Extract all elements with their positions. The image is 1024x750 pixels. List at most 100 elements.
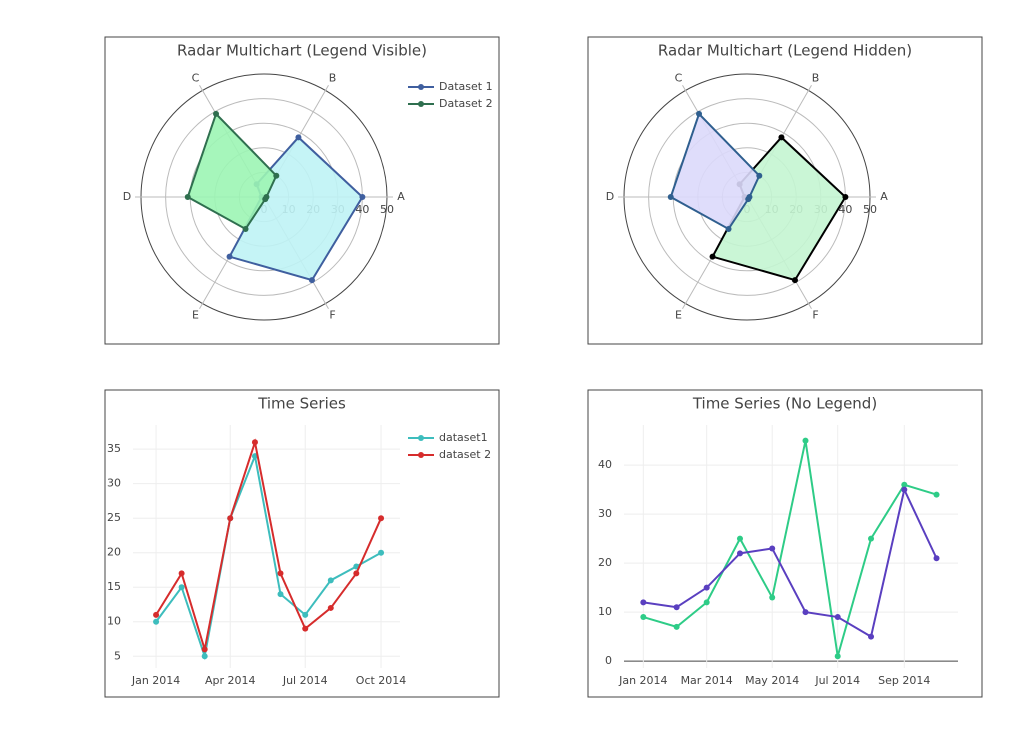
chart-title: Radar Multichart (Legend Hidden) <box>658 42 912 60</box>
category-label: B <box>812 71 820 84</box>
legend-marker <box>418 435 424 441</box>
x-tick-label: Jul 2014 <box>814 674 860 687</box>
radar-point <box>756 172 763 179</box>
radar-point <box>745 196 752 203</box>
y-tick-label: 0 <box>605 654 612 667</box>
series-point <box>933 491 940 498</box>
radar-point <box>725 225 732 232</box>
series-point <box>802 437 809 444</box>
radar-point <box>709 253 716 260</box>
series-point <box>673 604 680 611</box>
series-point <box>277 591 284 598</box>
category-label: C <box>675 71 683 84</box>
series-point <box>769 594 776 601</box>
x-tick-label: Mar 2014 <box>681 674 733 687</box>
r-tick-label: 50 <box>380 203 394 216</box>
legend-item[interactable]: Dataset 2 <box>408 97 493 110</box>
series-point <box>901 486 908 493</box>
chart-title: Radar Multichart (Legend Visible) <box>177 42 427 60</box>
series-point <box>153 611 160 618</box>
x-tick-label: Apr 2014 <box>205 674 256 687</box>
r-tick-label: 40 <box>838 203 852 216</box>
category-label: D <box>123 190 131 203</box>
x-tick-label: Jul 2014 <box>282 674 328 687</box>
x-tick-label: Oct 2014 <box>356 674 407 687</box>
x-tick-label: Jan 2014 <box>618 674 667 687</box>
y-tick-label: 20 <box>107 546 121 559</box>
series-line <box>155 452 382 661</box>
legend-item[interactable]: Dataset 1 <box>408 80 493 93</box>
legend-item[interactable]: dataset1 <box>408 431 488 444</box>
radar-point <box>273 172 280 179</box>
y-tick-label: 10 <box>598 605 612 618</box>
r-tick-label: 50 <box>863 203 877 216</box>
category-label: A <box>397 190 405 203</box>
series-line <box>643 440 937 657</box>
series-point <box>178 570 185 577</box>
y-tick-label: 20 <box>598 556 612 569</box>
legend-marker <box>418 101 424 107</box>
series-point <box>703 599 710 606</box>
y-tick-label: 30 <box>598 507 612 520</box>
series-point <box>868 633 875 640</box>
legend-marker <box>418 84 424 90</box>
r-tick-label: 40 <box>355 203 369 216</box>
radar-point <box>184 194 191 200</box>
series-point <box>227 515 234 522</box>
series-point <box>640 599 647 606</box>
radar-point <box>295 134 302 141</box>
category-label: E <box>192 309 199 322</box>
series-point <box>736 550 743 557</box>
series-point <box>178 584 185 591</box>
radar-point <box>242 225 249 232</box>
series-point <box>277 570 284 577</box>
series-point <box>302 625 309 632</box>
radar-point <box>213 110 220 117</box>
panel-frame <box>587 389 983 698</box>
series-point <box>251 439 258 446</box>
series-point <box>673 623 680 630</box>
category-label: F <box>812 309 818 322</box>
series-point <box>327 604 334 611</box>
category-label: B <box>329 71 337 84</box>
category-label: C <box>192 71 200 84</box>
series-point <box>378 549 385 556</box>
category-label: F <box>329 309 335 322</box>
x-tick-label: Sep 2014 <box>878 674 930 687</box>
y-tick-label: 30 <box>107 477 121 490</box>
legend-label: dataset1 <box>439 431 488 444</box>
y-tick-label: 40 <box>598 458 612 471</box>
series-point <box>153 618 160 625</box>
series-point <box>834 653 841 660</box>
y-tick-label: 15 <box>107 580 121 593</box>
legend-label: Dataset 2 <box>439 97 493 110</box>
radar-point <box>226 253 233 260</box>
legend-marker <box>418 452 424 458</box>
series-point <box>302 611 309 618</box>
radar-point <box>308 277 315 284</box>
series-point <box>901 481 908 488</box>
chart-title: Time Series (No Legend) <box>692 395 877 413</box>
legend-item[interactable]: dataset 2 <box>408 448 491 461</box>
series-point <box>736 535 743 542</box>
radar-point <box>696 110 703 117</box>
radar-point <box>262 196 269 203</box>
series-point <box>640 614 647 621</box>
radar-point <box>778 134 785 141</box>
y-tick-label: 25 <box>107 511 121 524</box>
series-point <box>703 584 710 591</box>
x-tick-label: Jan 2014 <box>131 674 180 687</box>
series-point <box>353 570 360 577</box>
category-label: D <box>606 190 614 203</box>
series-point <box>378 515 385 522</box>
radar-point <box>791 277 798 284</box>
y-tick-label: 35 <box>107 442 121 455</box>
series-point <box>201 653 208 660</box>
radar-point <box>842 194 849 200</box>
series-line <box>643 486 938 639</box>
series-point <box>201 646 208 653</box>
category-label: A <box>880 190 888 203</box>
radar-point <box>667 194 674 200</box>
y-tick-label: 5 <box>114 649 121 662</box>
